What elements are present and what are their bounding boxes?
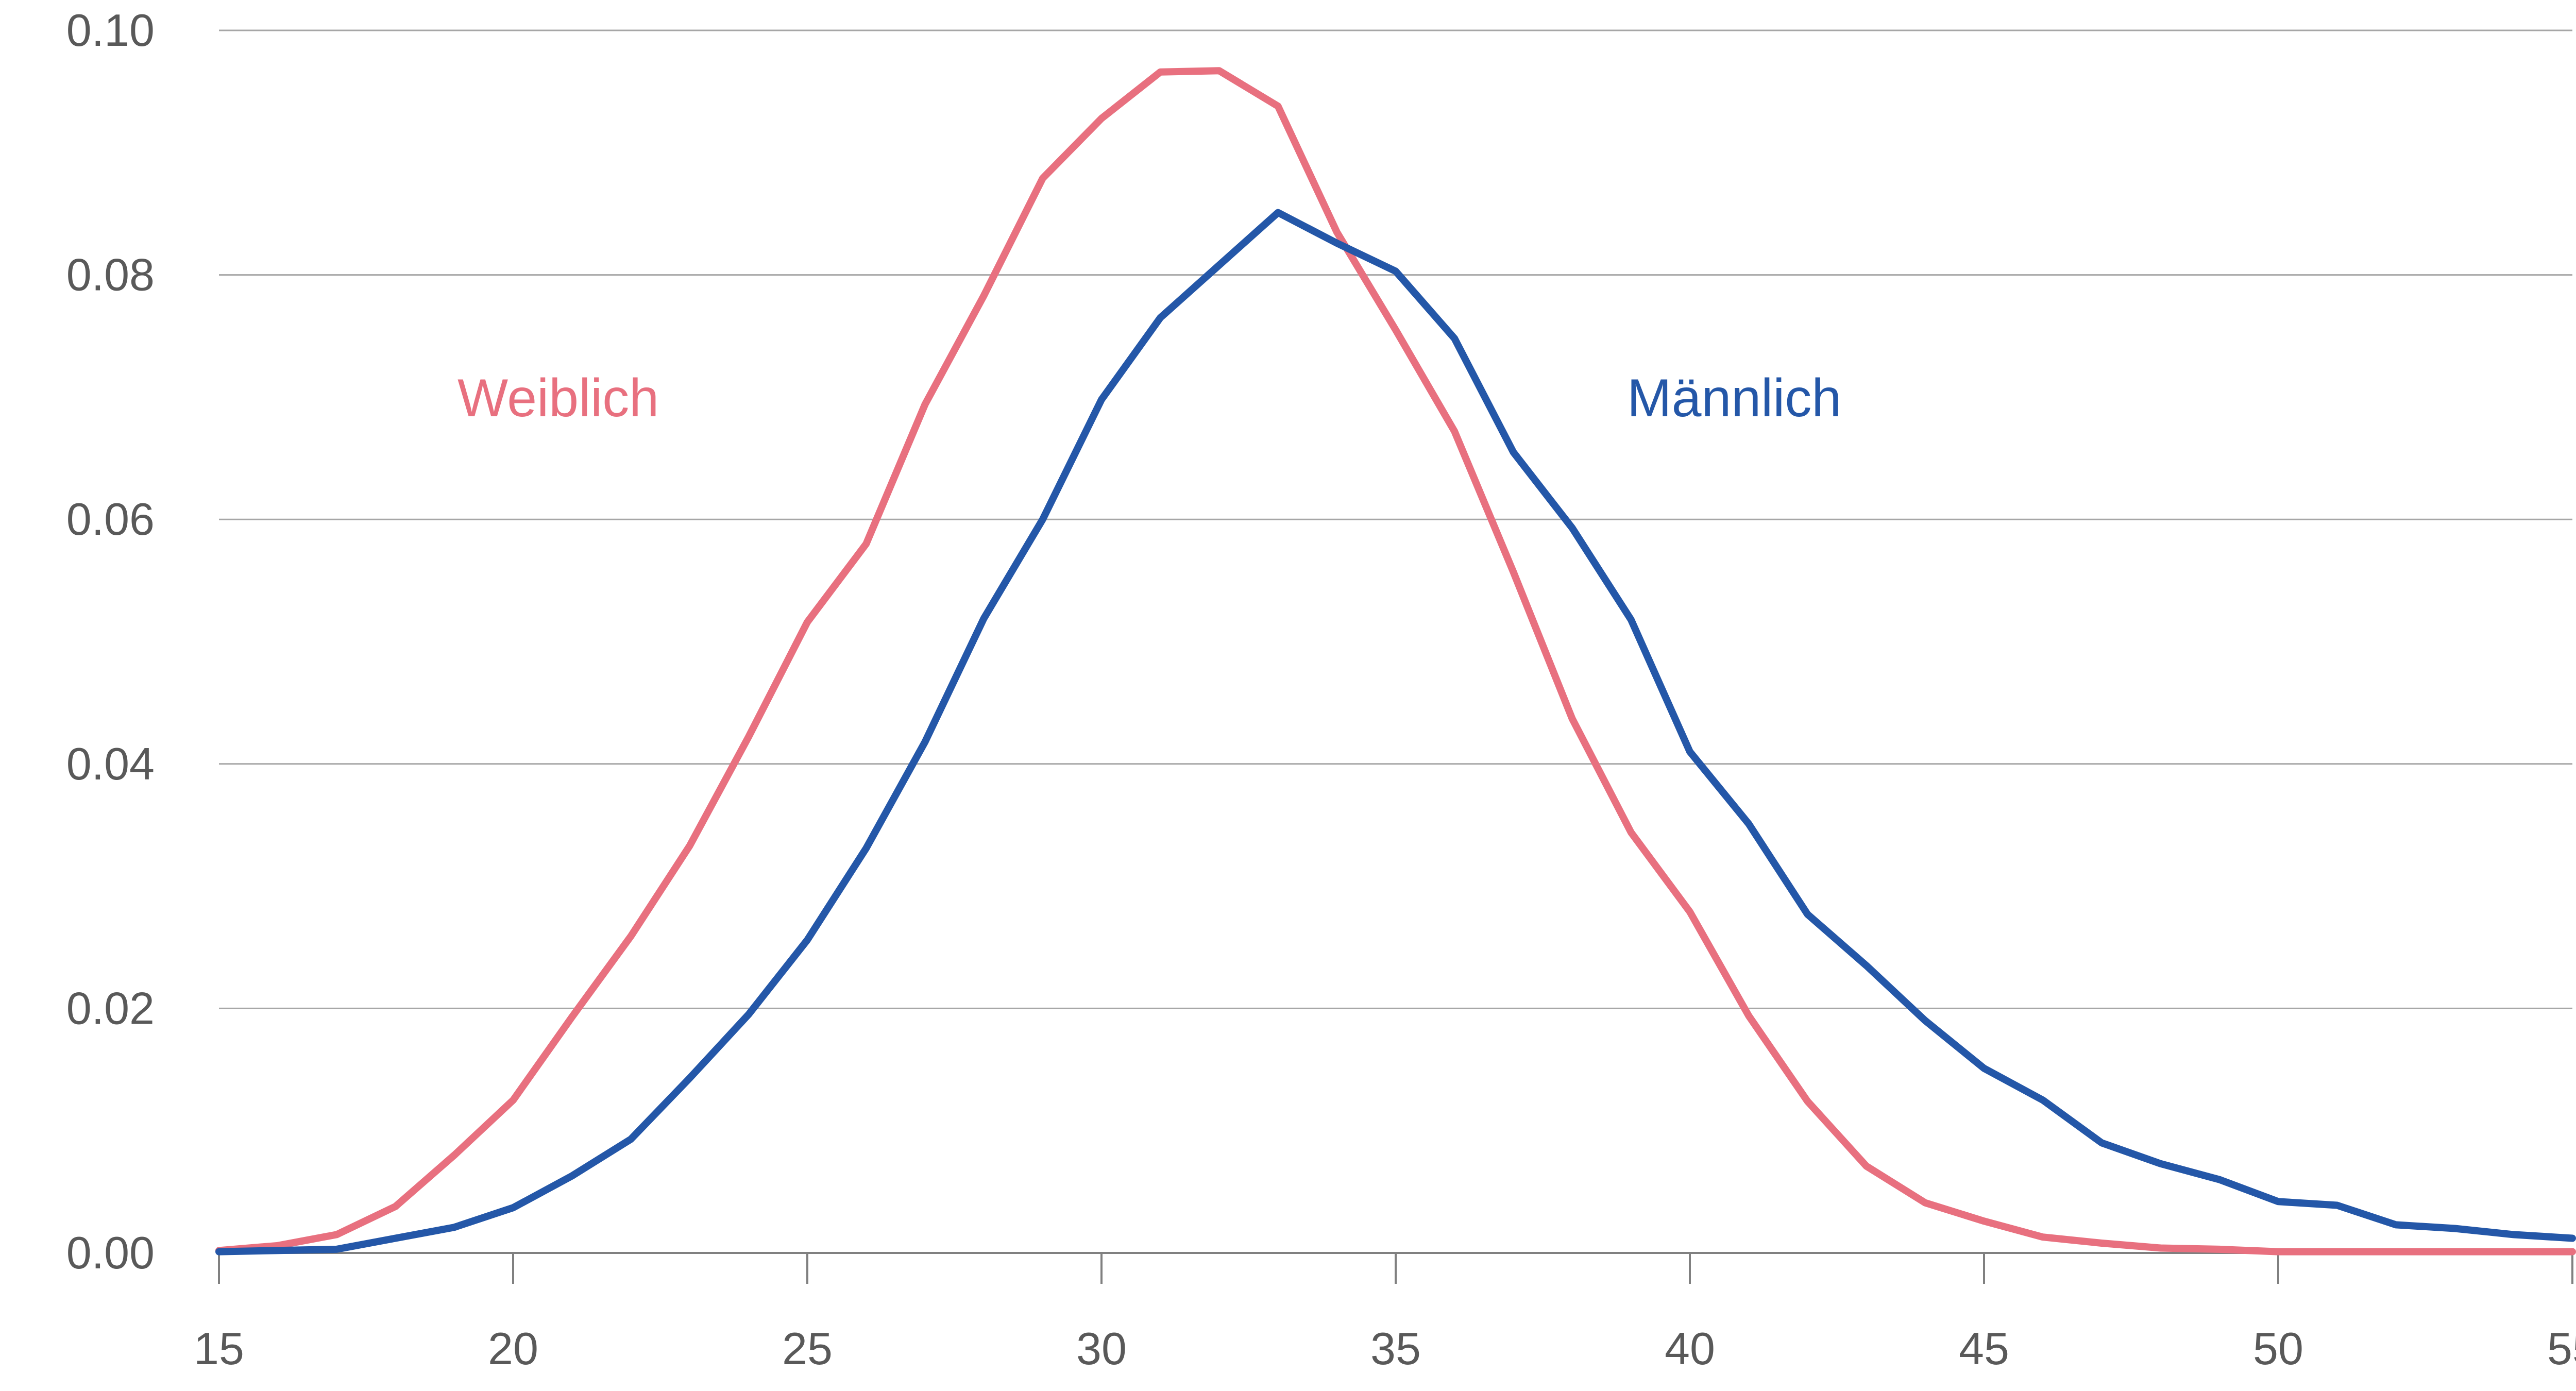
series-group bbox=[215, 67, 2576, 1256]
y-axis: 0.00 0.02 0.04 0.06 0.08 0.10 bbox=[66, 5, 155, 1278]
x-tick-label: 25 bbox=[782, 1323, 833, 1374]
series-label-maennlich: Männlich bbox=[1627, 368, 1841, 428]
y-tick-label: 0.06 bbox=[66, 494, 155, 545]
x-tick-label: 50 bbox=[2253, 1323, 2303, 1374]
y-tick-label: 0.08 bbox=[66, 249, 155, 300]
x-tick-label: 40 bbox=[1665, 1323, 1715, 1374]
y-tick-label: 0.02 bbox=[66, 982, 155, 1033]
x-tick-label: 55 bbox=[2547, 1323, 2576, 1374]
x-tick-label: 15 bbox=[194, 1323, 244, 1374]
x-axis: 15 20 25 30 35 40 45 50 55 bbox=[194, 1252, 2576, 1374]
x-tick-label: 20 bbox=[488, 1323, 538, 1374]
x-tick-label: 45 bbox=[1959, 1323, 2009, 1374]
series-label-weiblich: Weiblich bbox=[457, 368, 659, 428]
y-tick-label: 0.04 bbox=[66, 738, 155, 789]
x-tick-label: 30 bbox=[1076, 1323, 1127, 1374]
y-tick-label: 0.10 bbox=[66, 5, 155, 56]
series-line-maennlich bbox=[215, 209, 2576, 1256]
gridlines bbox=[219, 29, 2572, 1009]
x-tick-label: 35 bbox=[1370, 1323, 1421, 1374]
series-line-weiblich bbox=[215, 67, 2576, 1256]
y-tick-label: 0.00 bbox=[66, 1227, 155, 1278]
